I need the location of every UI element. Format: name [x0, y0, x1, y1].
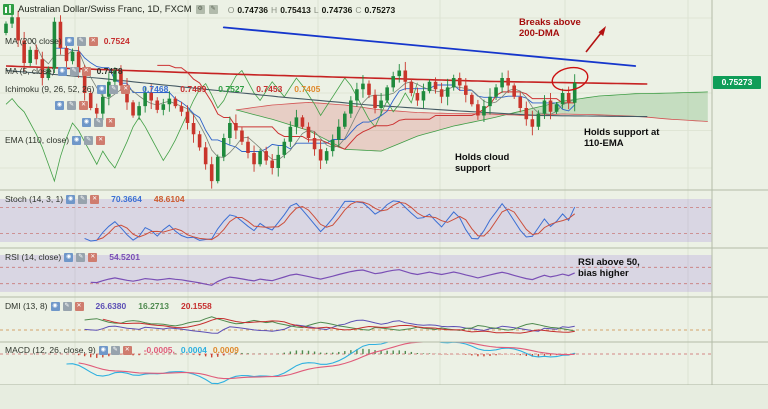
close-value: 0.75273	[364, 4, 396, 15]
adx-value: 20.1558	[180, 301, 212, 311]
dmi-panel	[0, 316, 712, 334]
visibility-button[interactable]	[82, 118, 91, 127]
close-label: C	[355, 4, 362, 15]
visibility-button[interactable]	[55, 101, 64, 110]
chart-edit-icon[interactable]	[208, 5, 218, 14]
breakout-arrow	[585, 32, 602, 53]
indicator-label: EMA (110, close)	[5, 135, 70, 145]
legend-row-ema110: EMA (110, close)	[5, 135, 106, 145]
remove-button[interactable]	[106, 118, 115, 127]
macd-value: -0.0005,	[143, 345, 175, 355]
last-price-badge: 0.75273	[713, 76, 761, 89]
indicator-label: Ichimoku (9, 26, 52, 26)	[5, 84, 95, 94]
visibility-button[interactable]	[98, 345, 108, 355]
settings-button[interactable]	[62, 301, 72, 311]
gridlines	[0, 0, 712, 385]
legend-row-overlay-4	[55, 101, 88, 110]
annotation-cloud-support: Holds cloud support	[455, 152, 510, 175]
legend-row-ichimoku: Ichimoku (9, 26, 52, 26) 0.7468 0.7489 0…	[5, 84, 320, 94]
legend-row-ma5: MA (5, close) 0.7478	[5, 66, 123, 76]
settings-button[interactable]	[67, 101, 76, 110]
stoch-k-value: 70.3664	[111, 194, 142, 204]
macd-hist-value: 0.0009	[212, 345, 239, 355]
visibility-button[interactable]	[57, 66, 67, 76]
chart-header: Australian Dollar/Swiss Franc, 1D, FXCM …	[3, 4, 395, 15]
minus-di-value: 16.2713	[138, 301, 169, 311]
settings-button[interactable]	[110, 345, 120, 355]
indicator-label: MA (200 close)	[5, 36, 62, 46]
macd-signal-value: 0.0004	[180, 345, 207, 355]
indicator-label: MACD (12, 26, close, 9)	[5, 345, 96, 355]
remove-button[interactable]	[81, 66, 91, 76]
ohlc-readout: O 0.74736 H 0.75413 L 0.74736 C 0.75273	[228, 5, 396, 15]
remove-button[interactable]	[79, 101, 88, 110]
stoch-d-value: 48.6104	[153, 194, 185, 204]
remove-button[interactable]	[74, 301, 84, 311]
annotation-ema-support: Holds support at 110-EMA	[584, 127, 660, 150]
price-axis[interactable]: 0.77000 0.76000 0.75000 0.74000 0.73000 …	[712, 0, 768, 385]
chikou-value: 0.7405	[294, 84, 321, 94]
remove-button[interactable]	[88, 252, 98, 262]
symbol-icon	[3, 4, 14, 15]
settings-button[interactable]	[109, 84, 119, 94]
remove-button[interactable]	[88, 36, 98, 46]
settings-button[interactable]	[69, 66, 79, 76]
indicator-value: 0.7524	[103, 36, 130, 46]
settings-button[interactable]	[84, 135, 94, 145]
remove-button[interactable]	[96, 135, 106, 145]
visibility-button[interactable]	[72, 135, 82, 145]
annotation-breaks-above: Breaks above 200-DMA	[519, 17, 581, 40]
breakout-ellipse	[551, 66, 589, 92]
legend-row-overlay-5	[82, 118, 115, 127]
senkou-a-value: 0.7527	[218, 84, 245, 94]
legend-row-ma200: MA (200 close) 0.7524	[5, 36, 130, 46]
settings-button[interactable]	[76, 252, 86, 262]
legend-row-rsi: RSI (14, close) 54.5201	[5, 252, 140, 262]
chart-settings-icon[interactable]	[195, 5, 205, 14]
indicator-label: MA (5, close)	[5, 66, 55, 76]
visibility-button[interactable]	[50, 301, 60, 311]
visibility-button[interactable]	[97, 84, 107, 94]
plus-di-value: 26.6380	[95, 301, 127, 311]
legend-row-dmi: DMI (13, 8) 26.6380 16.2713 20.1558	[5, 301, 212, 311]
low-label: L	[313, 4, 319, 15]
open-value: 0.74736	[237, 4, 269, 15]
stoch-panel	[0, 199, 712, 242]
settings-button[interactable]	[76, 36, 86, 46]
indicator-label: Stoch (14, 3, 1)	[5, 194, 64, 204]
senkou-b-value: 0.7453	[256, 84, 283, 94]
legend-row-macd: MACD (12, 26, close, 9) -0.0005, 0.0004 …	[5, 345, 239, 355]
open-label: O	[227, 4, 235, 15]
high-label: H	[271, 4, 278, 15]
symbol-title: Australian Dollar/Swiss Franc, 1D, FXCM	[18, 4, 192, 15]
rsi-value: 54.5201	[109, 252, 140, 262]
indicator-label: RSI (14, close)	[5, 252, 62, 262]
settings-button[interactable]	[78, 194, 88, 204]
visibility-button[interactable]	[64, 36, 74, 46]
legend-row-stoch: Stoch (14, 3, 1) 70.3664 48.6104	[5, 194, 185, 204]
settings-button[interactable]	[94, 118, 103, 127]
visibility-button[interactable]	[66, 194, 76, 204]
tenkan-value: 0.7468	[142, 84, 169, 94]
remove-button[interactable]	[121, 84, 131, 94]
remove-button[interactable]	[122, 345, 132, 355]
visibility-button[interactable]	[64, 252, 74, 262]
high-value: 0.75413	[280, 4, 311, 15]
low-value: 0.74736	[321, 4, 353, 15]
indicator-value: 0.7478	[96, 66, 123, 76]
annotation-rsi-note: RSI above 50, bias higher	[578, 257, 640, 280]
kijun-value: 0.7489	[180, 84, 207, 94]
remove-button[interactable]	[90, 194, 100, 204]
indicator-label: DMI (13, 8)	[5, 301, 48, 311]
time-axis[interactable]: Feb Mar Apr May Jun Jul	[0, 385, 768, 409]
